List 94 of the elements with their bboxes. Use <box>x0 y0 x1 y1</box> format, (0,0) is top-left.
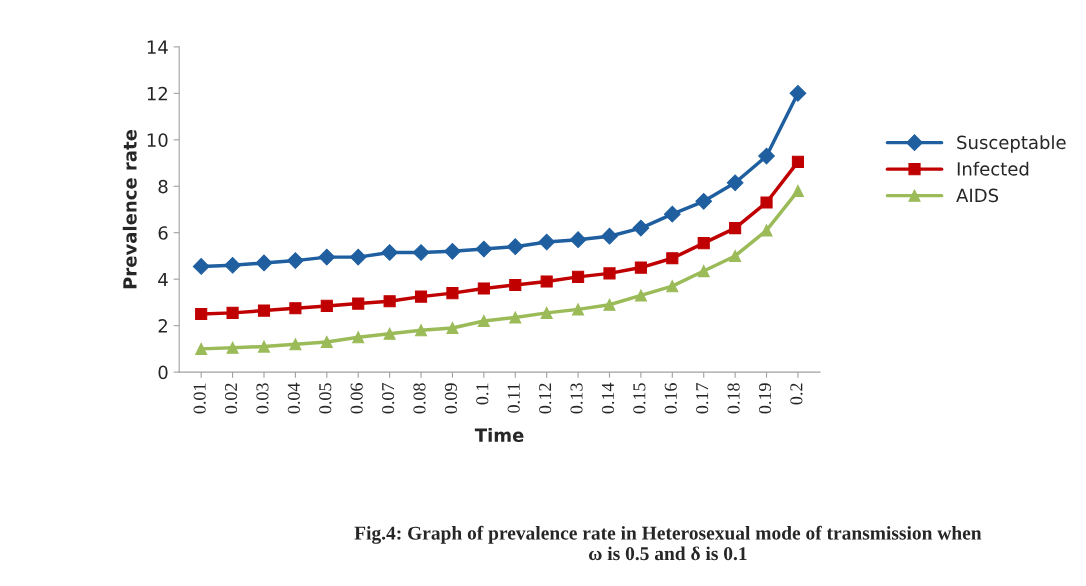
point <box>791 155 805 168</box>
x-tick-label: 0.04 <box>287 382 300 414</box>
y-tick-label: 8 <box>158 179 168 194</box>
x-tick-label: 0.05 <box>319 383 332 414</box>
point <box>257 340 271 353</box>
point <box>289 338 302 351</box>
point <box>666 252 679 265</box>
point <box>477 314 490 328</box>
legend-label: AIDS <box>956 188 999 203</box>
x-tick-label: 0.13 <box>570 383 583 414</box>
y-tick-label: 0 <box>158 365 168 380</box>
x-tick-label: 0.2 <box>790 383 803 405</box>
caption: Fig.4: Graph of prevalence rate in Heterosexual mode of transmission when ω is 0.5 and δ is 0.1 <box>354 525 982 561</box>
point <box>601 227 618 245</box>
x-tick-label: 0.11 <box>507 383 520 413</box>
y-tick-label: 2 <box>158 319 167 333</box>
point <box>540 275 553 288</box>
point <box>412 244 430 261</box>
point <box>383 327 396 340</box>
point <box>509 311 522 324</box>
x-tick-label: 0.02 <box>224 383 238 414</box>
point <box>414 324 428 337</box>
point <box>695 192 713 210</box>
y-axis-title: Prevalence rate <box>122 129 137 289</box>
point <box>352 331 365 344</box>
point <box>446 321 459 335</box>
point <box>540 306 553 319</box>
point <box>444 242 461 260</box>
point <box>192 258 210 275</box>
y-tick-label: 6 <box>158 226 168 240</box>
point <box>760 196 773 209</box>
y-tick-label: 4 <box>158 272 168 287</box>
x-tick-label: 0.08 <box>413 383 426 414</box>
point <box>697 264 710 278</box>
point <box>349 248 367 266</box>
y-tick-label: 10 <box>147 133 168 147</box>
point <box>195 307 208 321</box>
x-tick-label: 0.17 <box>696 383 709 414</box>
x-tick-label: 0.09 <box>444 383 458 414</box>
point <box>760 224 773 237</box>
point <box>195 342 208 355</box>
point <box>446 287 459 300</box>
point <box>509 278 522 292</box>
x-tick-label: 0.19 <box>758 383 772 414</box>
point <box>320 335 333 348</box>
point <box>634 289 647 302</box>
x-tick-label: 0.15 <box>633 383 646 414</box>
point <box>538 233 556 251</box>
point <box>477 282 490 295</box>
x-tick-label: 0.12 <box>539 383 552 414</box>
point <box>318 248 336 266</box>
point <box>289 302 302 315</box>
point <box>224 256 241 274</box>
x-tick-label: 0.14 <box>601 382 615 414</box>
y-tick-label: 12 <box>147 86 167 101</box>
point <box>697 237 710 250</box>
point <box>320 299 333 312</box>
point <box>569 231 587 249</box>
point <box>287 252 304 269</box>
x-tick-label: 0.06 <box>350 383 363 414</box>
point <box>506 238 524 256</box>
point <box>572 270 585 283</box>
point <box>381 244 399 261</box>
point <box>383 295 396 308</box>
point <box>603 267 616 280</box>
point <box>352 297 365 310</box>
x-tick-label: 0.18 <box>727 383 740 414</box>
point <box>632 219 650 237</box>
legend-label: Susceptable <box>957 135 1066 153</box>
point <box>758 147 775 165</box>
point <box>603 298 616 311</box>
point <box>475 240 493 258</box>
point <box>226 306 239 319</box>
x-tick-label: 0.03 <box>256 383 269 414</box>
point <box>789 84 807 102</box>
x-tick-label: 0.1 <box>476 383 489 405</box>
x-tick-label: 0.16 <box>664 383 677 414</box>
point <box>255 254 273 272</box>
point <box>663 205 681 223</box>
point <box>729 249 742 263</box>
point <box>726 174 744 192</box>
x-tick-label: 0.01 <box>193 383 206 414</box>
point <box>572 303 585 316</box>
x-axis-title: Time <box>474 428 524 442</box>
legend-label: Infected <box>957 161 1029 176</box>
point <box>791 184 805 197</box>
point <box>666 280 679 293</box>
y-tick-label: 14 <box>147 40 168 54</box>
point <box>226 341 239 354</box>
point <box>257 304 271 317</box>
x-tick-label: 0.07 <box>381 383 395 414</box>
point <box>634 261 647 274</box>
point <box>729 222 742 235</box>
point <box>414 290 428 303</box>
